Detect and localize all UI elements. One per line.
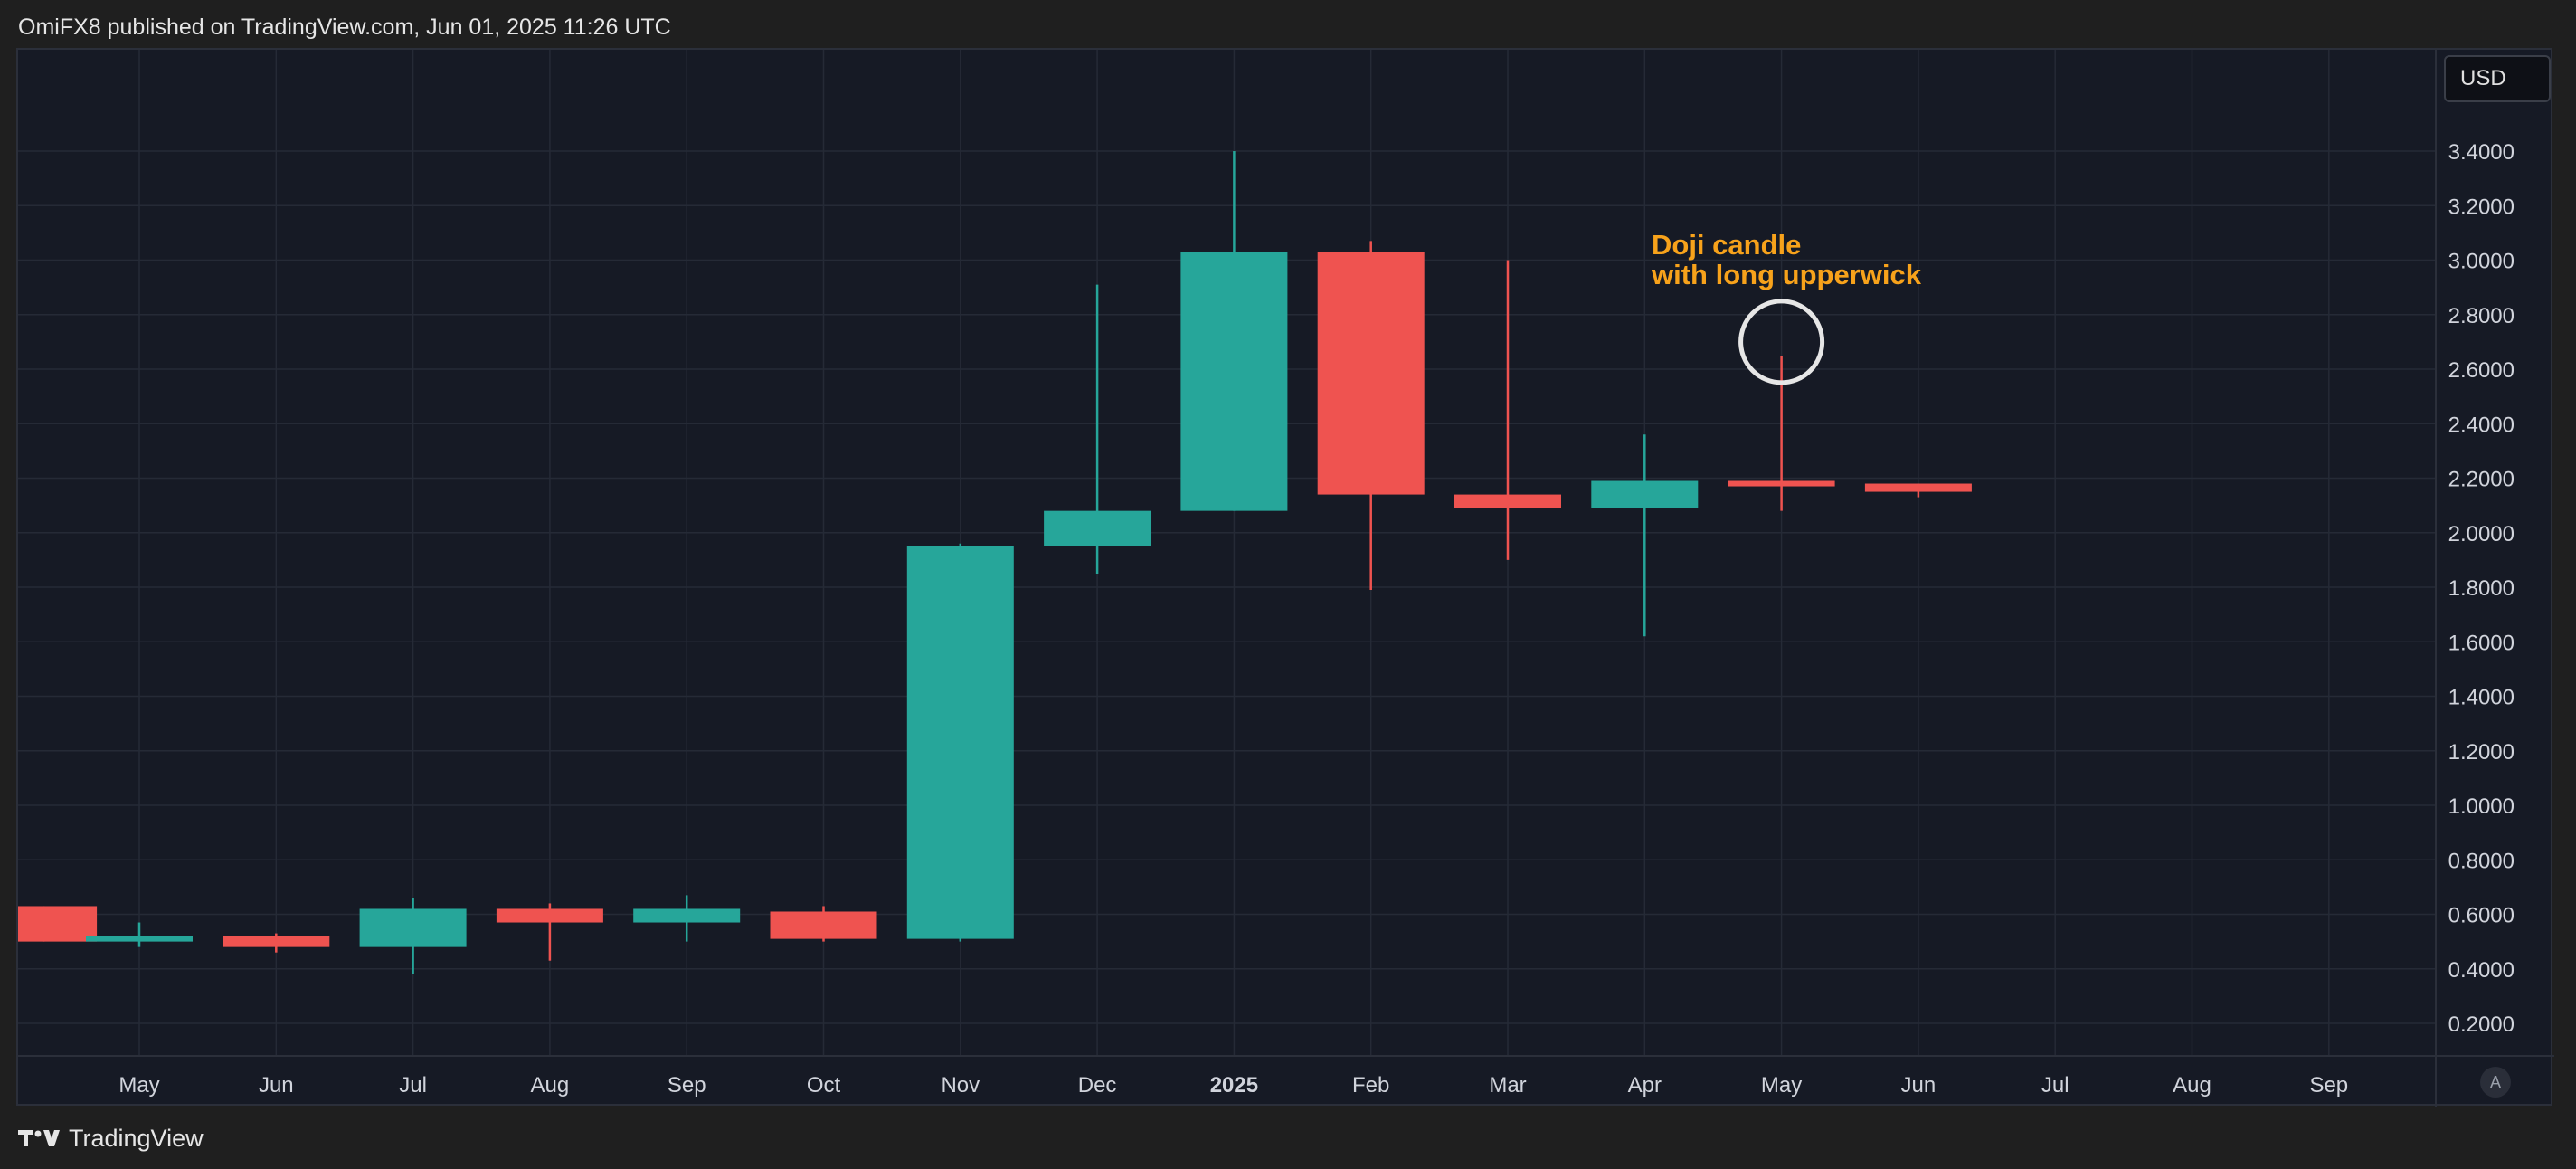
- candle-body[interactable]: [906, 546, 1014, 939]
- candle-body[interactable]: [496, 908, 603, 923]
- y-tick-label: 0.8000: [2448, 849, 2514, 873]
- currency-selector[interactable]: USD: [2444, 55, 2551, 102]
- x-tick-label: Jul: [399, 1073, 427, 1098]
- y-tick-label: 0.2000: [2448, 1012, 2514, 1037]
- candle-body[interactable]: [359, 908, 467, 947]
- annotation-text: with long upperwick: [1651, 259, 1922, 290]
- tradingview-logo-icon: [18, 1130, 60, 1146]
- candle-body[interactable]: [633, 908, 741, 923]
- x-tick-label: Aug: [2173, 1073, 2211, 1098]
- x-tick-label: Jun: [259, 1073, 294, 1098]
- candle-body[interactable]: [223, 936, 330, 947]
- y-tick-label: 1.6000: [2448, 631, 2514, 655]
- auto-scale-button[interactable]: A: [2480, 1067, 2511, 1098]
- candle-body[interactable]: [1044, 510, 1151, 546]
- candle-body[interactable]: [1591, 480, 1699, 508]
- candle-body[interactable]: [1180, 252, 1288, 511]
- y-tick-label: 2.4000: [2448, 413, 2514, 437]
- x-tick-label: Jul: [2041, 1073, 2069, 1098]
- annotation-text: Doji candle: [1652, 229, 1801, 261]
- candle-body[interactable]: [1454, 494, 1561, 508]
- y-tick-label: 1.4000: [2448, 686, 2514, 710]
- publish-header: OmiFX8 published on TradingView.com, Jun…: [18, 14, 671, 40]
- y-tick-label: 3.2000: [2448, 195, 2514, 219]
- candle-body[interactable]: [1317, 252, 1425, 495]
- x-tick-label: Dec: [1078, 1073, 1117, 1098]
- footer: TradingView: [18, 1123, 204, 1154]
- chart-frame[interactable]: 0.2000 0.4000 0.6000 0.8000 1.0000 1.2000 1.40…: [16, 48, 2554, 1107]
- x-tick-label: Mar: [1489, 1073, 1526, 1098]
- x-tick-label: Nov: [941, 1073, 980, 1098]
- y-tick-label: 2.6000: [2448, 358, 2514, 383]
- candle-body[interactable]: [18, 906, 98, 942]
- y-tick-label: 3.4000: [2448, 140, 2514, 165]
- tradingview-brand: TradingView: [69, 1124, 204, 1152]
- x-tick-label: May: [1761, 1073, 1802, 1098]
- x-tick-label: 2025: [1210, 1073, 1258, 1098]
- x-tick-label: Jun: [1901, 1073, 1937, 1098]
- y-tick-label: 2.0000: [2448, 522, 2514, 546]
- x-tick-label: Apr: [1628, 1073, 1662, 1098]
- y-tick-label: 0.6000: [2448, 904, 2514, 928]
- y-tick-label: 0.4000: [2448, 958, 2514, 983]
- candle-body[interactable]: [1728, 480, 1835, 487]
- x-tick-label: May: [118, 1073, 159, 1098]
- x-tick-label: Feb: [1352, 1073, 1389, 1098]
- x-tick-label: Sep: [668, 1073, 706, 1098]
- y-tick-label: 3.0000: [2448, 250, 2514, 274]
- y-tick-label: 1.2000: [2448, 740, 2514, 765]
- annotation-circle: [1738, 299, 1825, 385]
- y-tick-label: 2.2000: [2448, 468, 2514, 492]
- candle-body[interactable]: [770, 911, 877, 939]
- candle-body[interactable]: [1864, 483, 1972, 492]
- x-tick-label: Oct: [807, 1073, 841, 1098]
- candlestick-chart[interactable]: 0.2000 0.4000 0.6000 0.8000 1.0000 1.2000 1.40…: [18, 50, 2554, 1107]
- x-tick-label: Sep: [2309, 1073, 2348, 1098]
- y-tick-label: 2.8000: [2448, 304, 2514, 328]
- candle-body[interactable]: [86, 936, 193, 942]
- x-tick-label: Aug: [531, 1073, 570, 1098]
- y-tick-label: 1.0000: [2448, 794, 2514, 819]
- y-tick-label: 1.8000: [2448, 576, 2514, 601]
